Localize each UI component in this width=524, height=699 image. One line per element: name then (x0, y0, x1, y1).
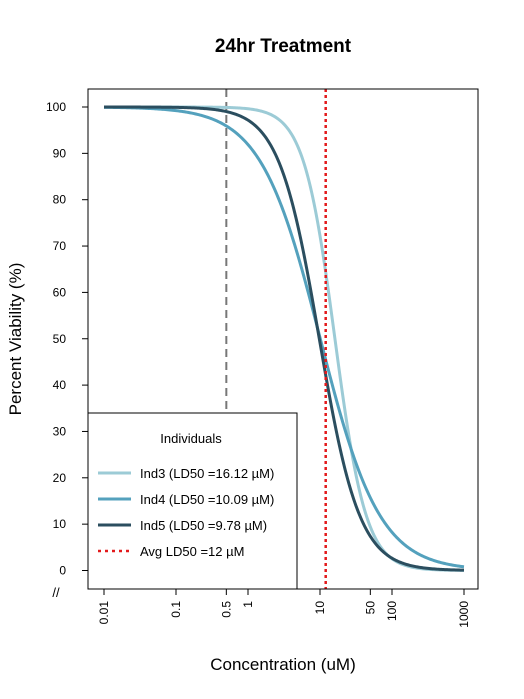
y-tick-label: 80 (53, 193, 67, 207)
x-tick-label: 0.01 (97, 601, 111, 625)
series-curves (103, 89, 465, 589)
y-tick-label: 10 (53, 517, 67, 531)
y-tick-label: 50 (53, 332, 67, 346)
y-tick-label: 40 (53, 378, 67, 392)
x-axis: 0.01 0.1 0.5 1 10 50 100 1000 (97, 589, 471, 628)
y-axis: 0 10 20 30 40 50 60 70 80 90 100 (46, 100, 88, 578)
series-line (103, 105, 465, 569)
y-tick-label: 60 (53, 285, 67, 299)
legend-item-label: Ind4 (LD50 =10.09 µM) (140, 492, 274, 507)
y-axis-label: Percent Viability (%) (6, 263, 25, 416)
y-tick-label: 30 (53, 424, 67, 438)
x-tick-label: 1 (241, 601, 255, 608)
y-tick-label: 20 (53, 471, 67, 485)
x-tick-label: 100 (385, 601, 399, 621)
legend-item-label: Avg LD50 =12 µM (140, 544, 244, 559)
legend-item-label: Ind5 (LD50 =9.78 µM) (140, 518, 267, 533)
x-tick-label: 0.1 (169, 601, 183, 618)
x-tick-label: 50 (363, 601, 377, 615)
y-tick-label: 70 (53, 239, 67, 253)
x-tick-label: 1000 (457, 601, 471, 628)
y-tick-label: 0 (59, 564, 66, 578)
x-axis-label: Concentration (uM) (210, 655, 356, 674)
chart-title: 24hr Treatment (215, 36, 352, 57)
legend-item-label: Ind3 (LD50 =16.12 µM) (140, 466, 274, 481)
series-line (104, 105, 465, 572)
x-tick-label: 10 (313, 601, 327, 615)
legend: Individuals Ind3 (LD50 =16.12 µM) Ind4 (L… (87, 412, 298, 590)
legend-box (87, 412, 298, 590)
axis-break-mark: // (52, 585, 60, 600)
y-tick-label: 100 (46, 100, 66, 114)
y-tick-label: 90 (53, 146, 67, 160)
legend-title: Individuals (160, 431, 222, 446)
x-tick-label: 0.5 (219, 601, 233, 618)
